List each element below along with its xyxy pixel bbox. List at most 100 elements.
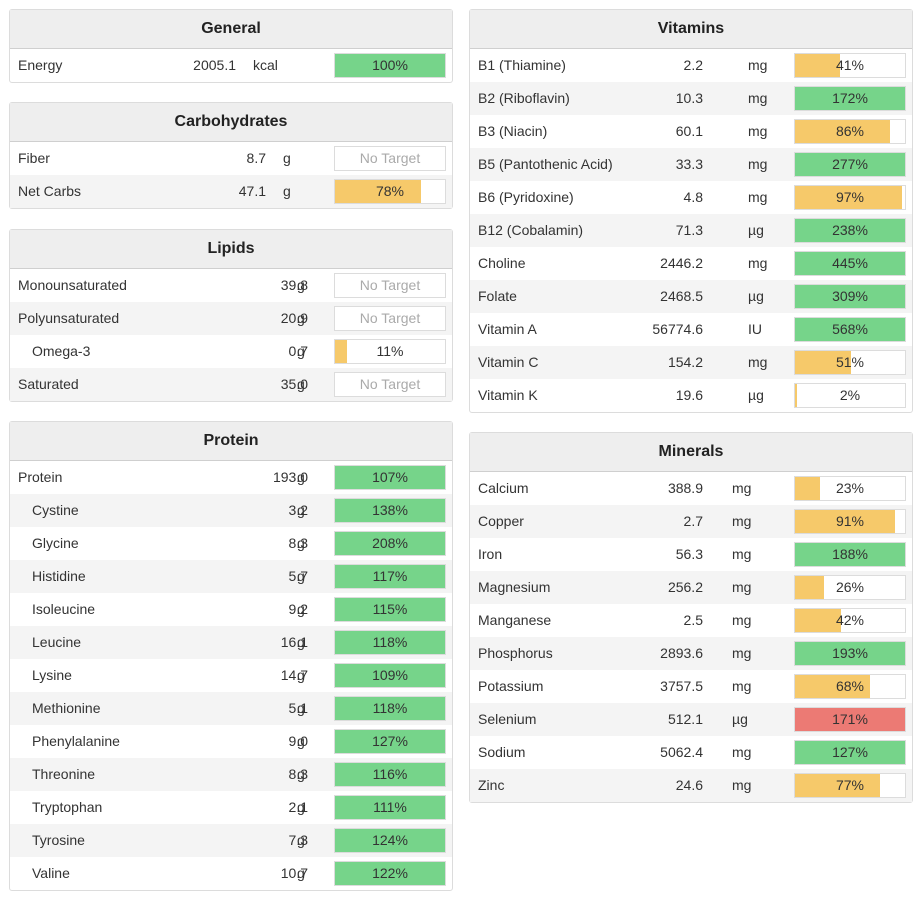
nutrient-unit: g (297, 568, 305, 584)
nutrient-name: Glycine (32, 535, 79, 551)
nutrient-row-net-carbs[interactable]: Net Carbs 47.1 g 78% (10, 175, 452, 208)
nutrient-name: Zinc (478, 777, 505, 793)
nutrient-unit: g (297, 634, 305, 650)
nutrient-row-b2-riboflavin[interactable]: B2 (Riboflavin) 10.3 mg 172% (470, 82, 912, 115)
nutrient-amount: 8.3 (288, 766, 308, 782)
nutrient-row-magnesium[interactable]: Magnesium 256.2 mg 26% (470, 571, 912, 604)
target-progress-bar: 107% (334, 465, 446, 490)
progress-percent-label: 277% (832, 156, 868, 172)
minerals-panel: Minerals Calcium 388.9 mg 23% Copper 2.7 mg 91% I… (469, 432, 913, 803)
nutrient-row-methionine[interactable]: Methionine 5.1 g 118% (10, 692, 452, 725)
progress-percent-label: 238% (832, 222, 868, 238)
target-progress-bar: 78% (334, 179, 446, 204)
nutrient-name: Calcium (478, 480, 529, 496)
nutrient-unit: g (297, 469, 305, 485)
nutrient-name: Potassium (478, 678, 544, 694)
lipids-header: Lipids (10, 230, 452, 269)
nutrient-name: B2 (Riboflavin) (478, 90, 570, 106)
nutrient-row-monounsaturated[interactable]: Monounsaturated 39.8 g No Target (10, 269, 452, 302)
nutrient-amount: 10.3 (675, 90, 703, 106)
target-progress-bar: 188% (794, 542, 906, 567)
nutrient-row-iron[interactable]: Iron 56.3 mg 188% (470, 538, 912, 571)
nutrient-name: Saturated (18, 376, 79, 392)
progress-percent-label: 68% (835, 678, 865, 694)
progress-percent-label: 26% (835, 579, 865, 595)
progress-fill (335, 180, 421, 203)
progress-fill (795, 675, 870, 698)
nutrient-row-folate[interactable]: Folate 2468.5 µg 309% (470, 280, 912, 313)
progress-fill (335, 598, 445, 621)
nutrient-row-lysine[interactable]: Lysine 14.7 g 109% (10, 659, 452, 692)
nutrient-row-zinc[interactable]: Zinc 24.6 mg 77% (470, 769, 912, 802)
progress-percent-label: 124% (372, 832, 408, 848)
progress-fill (795, 741, 905, 764)
nutrient-row-manganese[interactable]: Manganese 2.5 mg 42% (470, 604, 912, 637)
target-progress-bar: 118% (334, 696, 446, 721)
nutrient-row-fiber[interactable]: Fiber 8.7 g No Target (10, 142, 452, 175)
nutrient-amount: 56774.6 (652, 321, 703, 337)
nutrient-unit: mg (748, 90, 768, 106)
nutrient-row-threonine[interactable]: Threonine 8.3 g 116% (10, 758, 452, 791)
nutrient-name: Fiber (18, 150, 50, 166)
nutrient-row-sodium[interactable]: Sodium 5062.4 mg 127% (470, 736, 912, 769)
nutrient-row-glycine[interactable]: Glycine 8.3 g 208% (10, 527, 452, 560)
nutrient-row-vitamin-k[interactable]: Vitamin K 19.6 µg 2% (470, 379, 912, 412)
target-progress-bar: 138% (334, 498, 446, 523)
progress-fill (795, 543, 905, 566)
nutrient-unit: g (297, 832, 305, 848)
nutrient-row-b5-pantothenic-acid[interactable]: B5 (Pantothenic Acid) 33.3 mg 277% (470, 148, 912, 181)
nutrient-row-calcium[interactable]: Calcium 388.9 mg 23% (470, 472, 912, 505)
nutrient-amount: 24.6 (675, 777, 703, 793)
nutrient-row-b1-thiamine[interactable]: B1 (Thiamine) 2.2 mg 41% (470, 49, 912, 82)
nutrient-row-polyunsaturated[interactable]: Polyunsaturated 20.9 g No Target (10, 302, 452, 335)
nutrient-row-phosphorus[interactable]: Phosphorus 2893.6 mg 193% (470, 637, 912, 670)
target-progress-bar: No Target (334, 306, 446, 331)
nutrient-unit: mg (748, 354, 768, 370)
nutrient-row-tyrosine[interactable]: Tyrosine 7.3 g 124% (10, 824, 452, 857)
progress-fill (795, 318, 905, 341)
nutrient-row-valine[interactable]: Valine 10.7 g 122% (10, 857, 452, 890)
target-progress-bar: 23% (794, 476, 906, 501)
nutrient-row-selenium[interactable]: Selenium 512.1 µg 171% (470, 703, 912, 736)
nutrient-amount: 7.3 (288, 832, 308, 848)
nutrient-row-b12-cobalamin[interactable]: B12 (Cobalamin) 71.3 µg 238% (470, 214, 912, 247)
nutrient-row-b6-pyridoxine[interactable]: B6 (Pyridoxine) 4.8 mg 97% (470, 181, 912, 214)
nutrient-row-phenylalanine[interactable]: Phenylalanine 9.0 g 127% (10, 725, 452, 758)
nutrient-row-histidine[interactable]: Histidine 5.7 g 117% (10, 560, 452, 593)
nutrient-row-choline[interactable]: Choline 2446.2 mg 445% (470, 247, 912, 280)
progress-fill (795, 153, 905, 176)
nutrient-name: Net Carbs (18, 183, 82, 199)
general-panel: General Energy 2005.1 kcal 100% (9, 9, 453, 83)
nutrient-row-copper[interactable]: Copper 2.7 mg 91% (470, 505, 912, 538)
nutrient-row-b3-niacin[interactable]: B3 (Niacin) 60.1 mg 86% (470, 115, 912, 148)
nutrient-unit: mg (732, 546, 752, 562)
nutrient-row-energy[interactable]: Energy 2005.1 kcal 100% (10, 49, 452, 82)
target-progress-bar: 11% (334, 339, 446, 364)
nutrient-row-isoleucine[interactable]: Isoleucine 9.2 g 115% (10, 593, 452, 626)
nutrient-row-potassium[interactable]: Potassium 3757.5 mg 68% (470, 670, 912, 703)
nutrient-row-vitamin-a[interactable]: Vitamin A 56774.6 IU 568% (470, 313, 912, 346)
progress-percent-label: 51% (835, 354, 865, 370)
nutrient-row-vitamin-c[interactable]: Vitamin C 154.2 mg 51% (470, 346, 912, 379)
nutrient-unit: g (283, 150, 291, 166)
nutrient-amount: 16.1 (280, 634, 308, 650)
minerals-header: Minerals (470, 433, 912, 472)
protein-header: Protein (10, 422, 452, 461)
nutrient-row-cystine[interactable]: Cystine 3.2 g 138% (10, 494, 452, 527)
nutrient-row-leucine[interactable]: Leucine 16.1 g 118% (10, 626, 452, 659)
nutrient-name: Tryptophan (32, 799, 103, 815)
nutrient-unit: mg (748, 156, 768, 172)
nutrient-unit: µg (748, 222, 764, 238)
nutrient-name: Threonine (32, 766, 96, 782)
vitamins-header: Vitamins (470, 10, 912, 49)
target-progress-bar: 116% (334, 762, 446, 787)
progress-percent-label: 208% (372, 535, 408, 551)
nutrient-row-tryptophan[interactable]: Tryptophan 2.1 g 111% (10, 791, 452, 824)
progress-fill (335, 862, 445, 885)
target-progress-bar: 77% (794, 773, 906, 798)
nutrient-row-saturated[interactable]: Saturated 35.0 g No Target (10, 368, 452, 401)
progress-percent-label: 118% (372, 700, 408, 716)
nutrient-row-protein[interactable]: Protein 193.0 g 107% (10, 461, 452, 494)
progress-fill (335, 664, 445, 687)
nutrient-row-omega-3[interactable]: Omega-3 0.7 g 11% (10, 335, 452, 368)
